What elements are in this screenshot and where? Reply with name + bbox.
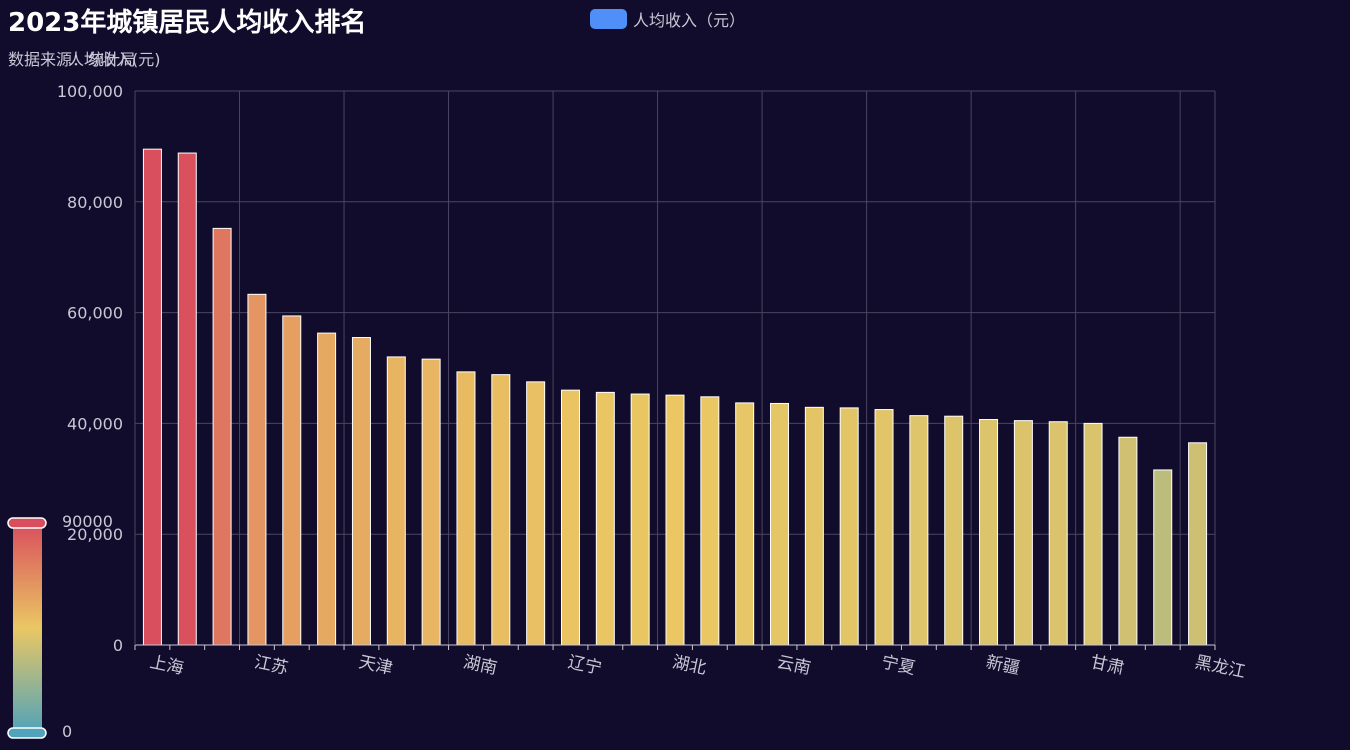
visual-map-max-label: 90000 bbox=[62, 512, 113, 531]
y-tick-label: 0 bbox=[113, 636, 123, 655]
bar[interactable] bbox=[351, 337, 371, 646]
x-tick-label: 黑龙江 bbox=[1193, 652, 1247, 682]
x-tick-label: 江苏 bbox=[252, 652, 289, 679]
legend-label: 人均收入（元） bbox=[633, 11, 746, 30]
legend-item[interactable]: 人均收入（元） bbox=[590, 7, 745, 31]
bar[interactable] bbox=[1013, 420, 1033, 646]
x-tick-label: 宁夏 bbox=[880, 652, 917, 679]
chart-title: 2023年城镇居民人均收入排名 bbox=[8, 8, 367, 38]
bar[interactable] bbox=[317, 332, 337, 646]
bar[interactable] bbox=[1118, 436, 1138, 646]
bar[interactable] bbox=[630, 393, 650, 646]
bar[interactable] bbox=[979, 419, 999, 646]
unit-label: 人均收入(元) bbox=[68, 50, 161, 69]
bar[interactable] bbox=[282, 315, 302, 646]
x-tick-label: 天津 bbox=[357, 652, 394, 679]
bar[interactable] bbox=[735, 402, 755, 646]
bar[interactable] bbox=[700, 396, 720, 646]
visual-map-top-handle[interactable] bbox=[7, 517, 47, 529]
bar[interactable] bbox=[770, 402, 790, 646]
y-tick-label: 80,000 bbox=[67, 193, 123, 212]
bar[interactable] bbox=[247, 293, 267, 646]
x-tick-label: 湖南 bbox=[462, 652, 499, 679]
bar[interactable] bbox=[526, 381, 546, 646]
visual-map-bar bbox=[13, 523, 42, 733]
bar[interactable] bbox=[456, 371, 476, 646]
legend-swatch-icon bbox=[590, 9, 627, 29]
bar[interactable] bbox=[839, 407, 859, 646]
visual-map-min-label: 0 bbox=[62, 722, 73, 741]
y-tick-label: 60,000 bbox=[67, 304, 123, 323]
visual-map[interactable] bbox=[7, 517, 47, 739]
bar[interactable] bbox=[177, 152, 197, 646]
bar[interactable] bbox=[421, 358, 441, 646]
bar[interactable] bbox=[1048, 421, 1068, 646]
bar[interactable] bbox=[944, 415, 964, 646]
bar[interactable] bbox=[560, 389, 580, 646]
x-tick-label: 辽宁 bbox=[566, 652, 603, 679]
bar[interactable] bbox=[212, 227, 232, 646]
bar[interactable] bbox=[386, 356, 406, 646]
y-tick-label: 100,000 bbox=[57, 82, 123, 101]
y-tick-label: 40,000 bbox=[67, 414, 123, 433]
bar[interactable] bbox=[1153, 469, 1173, 646]
x-tick-label: 甘肃 bbox=[1089, 652, 1126, 679]
bar[interactable] bbox=[665, 394, 685, 646]
bar[interactable] bbox=[595, 391, 615, 646]
y-tick-label: 20,000 bbox=[67, 525, 123, 544]
bar[interactable] bbox=[142, 148, 162, 646]
bar[interactable] bbox=[1083, 422, 1103, 646]
visual-map-bottom-handle[interactable] bbox=[7, 727, 47, 739]
x-tick-label: 上海 bbox=[148, 652, 185, 679]
x-tick-label: 湖北 bbox=[671, 652, 708, 679]
bar[interactable] bbox=[909, 415, 929, 646]
chart-subtitle: 数据来源：统计局 bbox=[8, 50, 137, 69]
x-tick-label: 新疆 bbox=[984, 652, 1021, 679]
x-tick-label: 云南 bbox=[775, 652, 812, 679]
bar[interactable] bbox=[804, 406, 824, 646]
bar[interactable] bbox=[1188, 442, 1208, 646]
bar[interactable] bbox=[491, 374, 511, 646]
bar[interactable] bbox=[874, 409, 894, 646]
